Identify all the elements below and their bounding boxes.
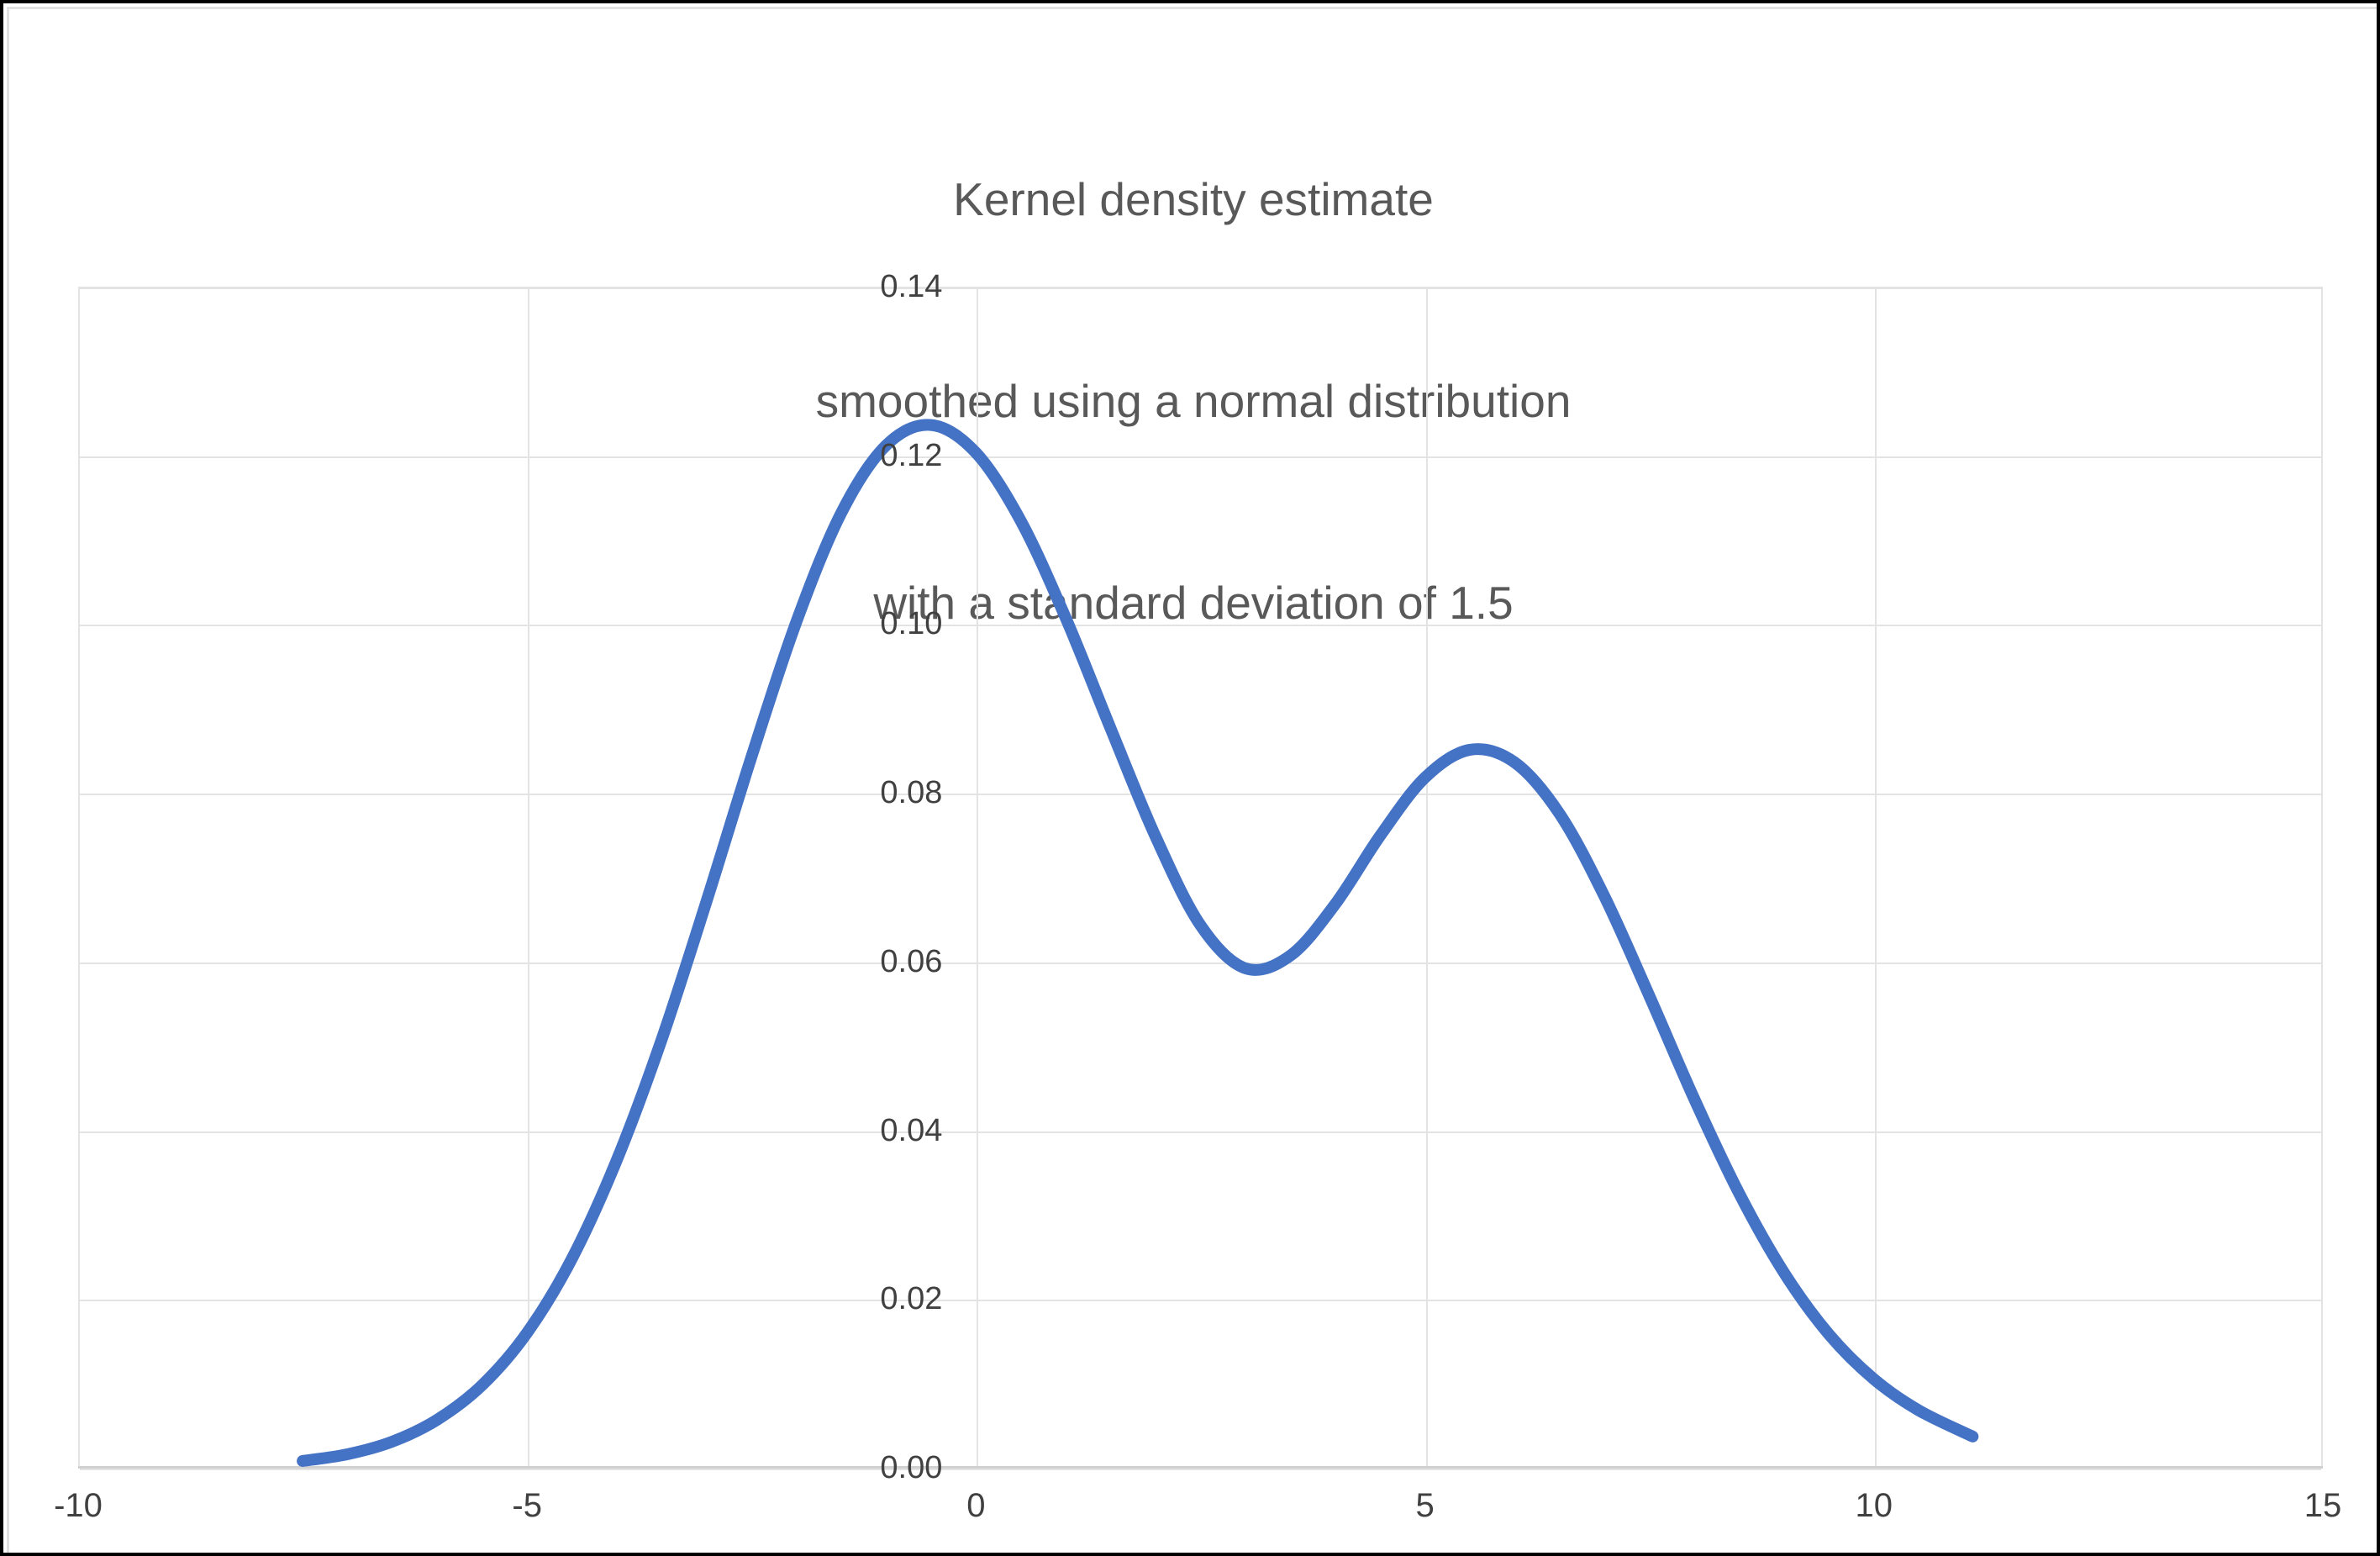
gridline-horizontal [80,1131,2321,1133]
chart-title-line-3: with a standard deviation of 1.5 [873,577,1514,629]
gridline-horizontal [80,1300,2321,1302]
chart-title-line-1: Kernel density estimate [953,173,1434,225]
kde-curve-path [297,419,1979,1467]
x-axis-line [78,1466,2323,1469]
chart-title: Kernel density estimate smoothed using a… [9,31,2377,771]
kde-curve-svg [297,419,1979,1467]
x-axis-tick-label: 10 [1855,1487,1893,1524]
gridline-horizontal [80,287,2321,289]
x-axis-tick-label: 0 [966,1487,986,1524]
x-axis-tick-label: -5 [512,1487,542,1524]
gridline-vertical [528,288,530,1468]
gridline-horizontal [80,456,2321,458]
gridline-horizontal [80,794,2321,796]
chart-title-line-2: smoothed using a normal distribution [815,375,1572,427]
x-axis-tick-label: 15 [2304,1487,2342,1524]
x-axis-tick-label: -10 [54,1487,103,1524]
gridline-vertical [1425,288,1428,1468]
plot-area [78,287,2323,1470]
gridline-horizontal [80,625,2321,627]
gridline-vertical [977,288,979,1468]
chart-frame: Kernel density estimate smoothed using a… [7,7,2377,1553]
gridline-horizontal [80,962,2321,964]
gridline-vertical [1874,288,1877,1468]
x-axis-tick-label: 5 [1415,1487,1435,1524]
gridline-horizontal [80,1469,2321,1470]
